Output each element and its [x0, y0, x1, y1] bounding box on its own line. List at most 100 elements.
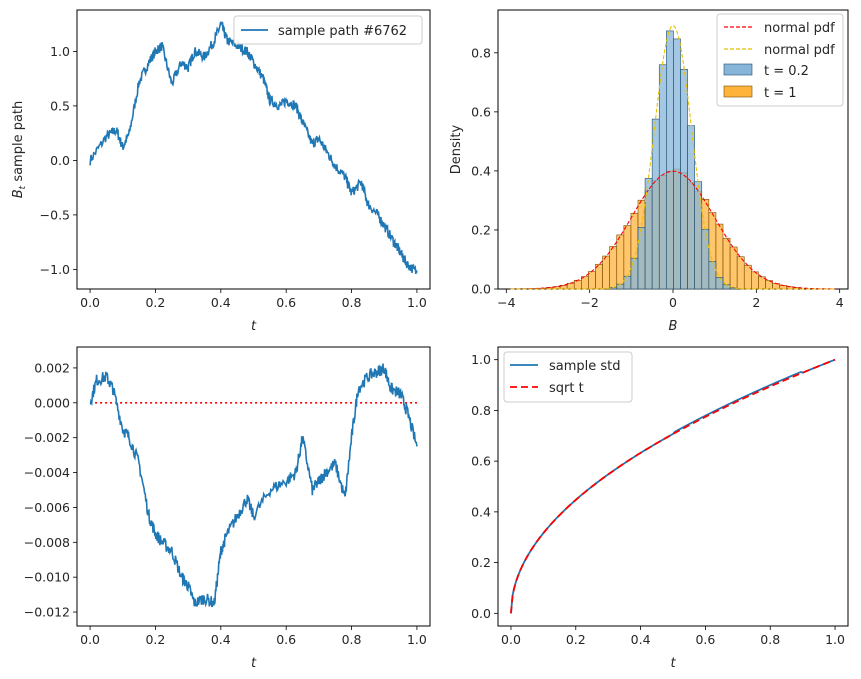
bar	[630, 257, 639, 290]
y-tick-label: 0.0	[50, 153, 70, 168]
x-tick-label: 0.6	[276, 632, 296, 647]
x-tick-label: 0.2	[566, 632, 586, 647]
y-tick-label: 0.2	[471, 555, 491, 570]
x-tick-label: 1.0	[407, 632, 427, 647]
legend-label: sample std	[549, 359, 621, 374]
x-tick-label: −4	[497, 295, 515, 310]
bar	[616, 234, 625, 290]
x-tick-label: 0.4	[211, 295, 231, 310]
x-tick-label: 0.0	[80, 632, 100, 647]
legend-label: t = 1	[764, 86, 797, 101]
bar	[573, 279, 582, 290]
legend-label: normal pdf	[764, 21, 835, 36]
x-tick-label: 1.0	[825, 632, 845, 647]
series-bars-t02	[609, 30, 738, 290]
x-tick-label: 0.4	[631, 632, 651, 647]
legend-swatch	[723, 63, 753, 76]
y-tick-label: 0.002	[34, 360, 70, 375]
legend-box	[716, 13, 844, 107]
x-tick-label: 0.0	[80, 295, 100, 310]
series-line-sample-path	[89, 21, 418, 275]
x-tick-label: 0.4	[211, 632, 231, 647]
y-tick-label: 0.6	[471, 454, 491, 469]
axes-frame	[76, 9, 431, 290]
bar	[680, 69, 688, 290]
axes-frame	[76, 346, 431, 627]
bar	[673, 38, 681, 290]
bar	[729, 246, 738, 290]
y-tick-label: −0.006	[24, 500, 70, 515]
pdf-curve-1	[510, 24, 836, 290]
legend-label: t = 0.2	[764, 64, 809, 79]
x-tick-label: 0.6	[695, 632, 715, 647]
axes-frame	[497, 346, 849, 627]
pdf-curve-0	[510, 170, 836, 290]
bar	[609, 246, 618, 290]
bar	[708, 261, 717, 290]
x-tick-label: 0.2	[145, 295, 165, 310]
y-tick-label: 0.4	[471, 163, 491, 178]
y-tick-label: 0.0	[471, 282, 491, 297]
bar	[751, 271, 759, 290]
y-tick-label: −0.008	[24, 535, 70, 550]
bar	[715, 277, 724, 290]
y-tick-label: 0.4	[471, 504, 491, 519]
bar	[666, 30, 674, 290]
y-tick-label: 0.2	[471, 222, 491, 237]
series-line-difference	[89, 363, 418, 608]
bar	[595, 264, 603, 290]
y-tick-label: 0.8	[471, 45, 491, 60]
bar	[623, 275, 632, 290]
legend-label: sample path #6762	[278, 24, 407, 39]
bar	[722, 237, 731, 290]
bar	[772, 283, 780, 290]
x-tick-label: 0.6	[276, 295, 296, 310]
bar	[736, 256, 745, 290]
series-line-sample-std	[510, 358, 836, 614]
y-tick-label: −0.010	[24, 570, 70, 585]
bar	[694, 181, 703, 290]
bar	[566, 282, 575, 290]
x-tick-label: 0.8	[342, 295, 362, 310]
legend: normal pdf normal pdf t = 0.2 t = 1	[716, 13, 844, 107]
y-tick-label: 0.5	[50, 98, 70, 113]
x-axis-label: t	[251, 656, 257, 671]
y-tick-label: −0.5	[40, 207, 70, 222]
x-tick-label: 2	[752, 295, 760, 310]
y-tick-label: −0.004	[24, 465, 70, 480]
axes-hist: −4 −2 0 2 4 0.0 0.2 0.4 0.6 0.8 B Density normal pdf…	[449, 9, 849, 334]
x-tick-label: 1.0	[407, 295, 427, 310]
y-tick-label: 1.0	[471, 352, 491, 367]
bar	[588, 271, 596, 290]
bar	[701, 228, 710, 290]
bar	[602, 255, 610, 290]
x-axis-label: t	[251, 319, 257, 334]
y-tick-label: 0.0	[471, 606, 491, 621]
x-tick-label: 4	[836, 295, 844, 310]
x-tick-label: 0.2	[145, 632, 165, 647]
y-tick-label: −0.012	[24, 605, 70, 620]
y-tick-label: 1.0	[50, 44, 70, 59]
legend-box	[233, 15, 423, 45]
x-tick-label: 0.8	[760, 632, 780, 647]
legend-swatch	[723, 85, 753, 98]
x-axis-label: t	[670, 656, 676, 671]
y-tick-label: 0.8	[471, 403, 491, 418]
axes-diff: 0.0 0.2 0.4 0.6 0.8 1.0 −0.012 −0.010 −0.008 −0.0…	[24, 346, 431, 671]
bar	[658, 64, 667, 290]
y-tick-label: 0.000	[34, 395, 70, 410]
y-axis-label: Density	[449, 124, 464, 174]
axes-path: 0.0 0.2 0.4 0.6 0.8 1.0 −1.0 −0.5 0.0 0.5 1.0 t Bt s…	[11, 9, 431, 334]
bar	[651, 118, 660, 290]
x-tick-label: 0.8	[342, 632, 362, 647]
bar	[616, 283, 625, 290]
y-tick-label: −0.002	[24, 430, 70, 445]
y-tick-label: −1.0	[40, 262, 70, 277]
x-tick-label: −2	[580, 295, 598, 310]
bar	[722, 284, 731, 290]
x-tick-label: 0	[669, 295, 677, 310]
y-axis-label: Bt sample path	[11, 101, 28, 199]
legend: sample std sqrt t	[503, 351, 633, 403]
axes-std: 0.0 0.2 0.4 0.6 0.8 1.0 0.0 0.2 0.4 0.6 0.8 1.0 t sam…	[471, 346, 849, 671]
y-tick-label: 0.6	[471, 104, 491, 119]
